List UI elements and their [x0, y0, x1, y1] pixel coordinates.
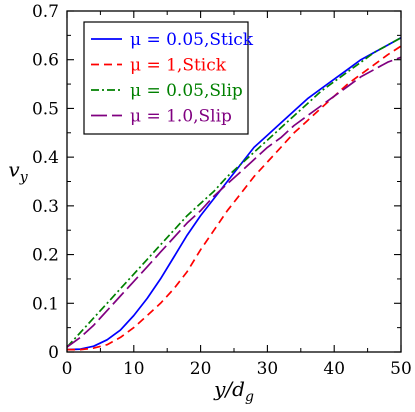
x-axis-label: y/dg — [213, 377, 254, 405]
y-tick-label: 0.4 — [32, 148, 59, 168]
legend-label-2: μ = 0.05,Slip — [130, 81, 243, 101]
legend: μ = 0.05,Stick μ = 1,Stick μ = 0.05,Slip μ … — [83, 21, 254, 135]
y-tick-label: 0 — [48, 343, 59, 363]
series-layer — [66, 37, 402, 351]
y-axis-label-main: v — [8, 158, 20, 182]
y-axis-label: vy — [8, 158, 28, 186]
legend-label-0: μ = 0.05,Stick — [130, 30, 254, 50]
legend-label-3: μ = 1.0,Slip — [130, 107, 232, 127]
x-tick-label: 30 — [257, 359, 279, 379]
x-tick-label: 20 — [190, 359, 212, 379]
y-tick-label: 0.5 — [32, 99, 59, 119]
y-tick-label: 0.2 — [32, 246, 59, 266]
series-line-3 — [66, 56, 402, 348]
x-tick-label: 50 — [390, 359, 412, 379]
legend-label-1: μ = 1,Stick — [130, 56, 227, 76]
y-tick-label: 0.6 — [32, 51, 59, 71]
series-line-0 — [66, 37, 402, 351]
tick-layer: 0 10 20 30 40 50 0 0.1 0.2 0.3 0.4 0.5 0.6 0.7 — [32, 2, 412, 379]
legend-box — [83, 21, 249, 135]
x-axis-label-sub: g — [245, 389, 254, 405]
y-axis-label-sub: y — [19, 170, 29, 186]
y-tick-label: 0.3 — [32, 197, 59, 217]
x-tick-label: 40 — [323, 359, 345, 379]
y-tick-label: 0.1 — [32, 294, 59, 314]
series-line-1 — [67, 45, 402, 351]
series-line-2 — [66, 37, 402, 348]
x-tick-label: 10 — [123, 359, 145, 379]
x-axis-label-main: y/d — [213, 377, 245, 401]
x-tick-label: 0 — [62, 359, 73, 379]
y-tick-label: 0.7 — [32, 2, 59, 22]
